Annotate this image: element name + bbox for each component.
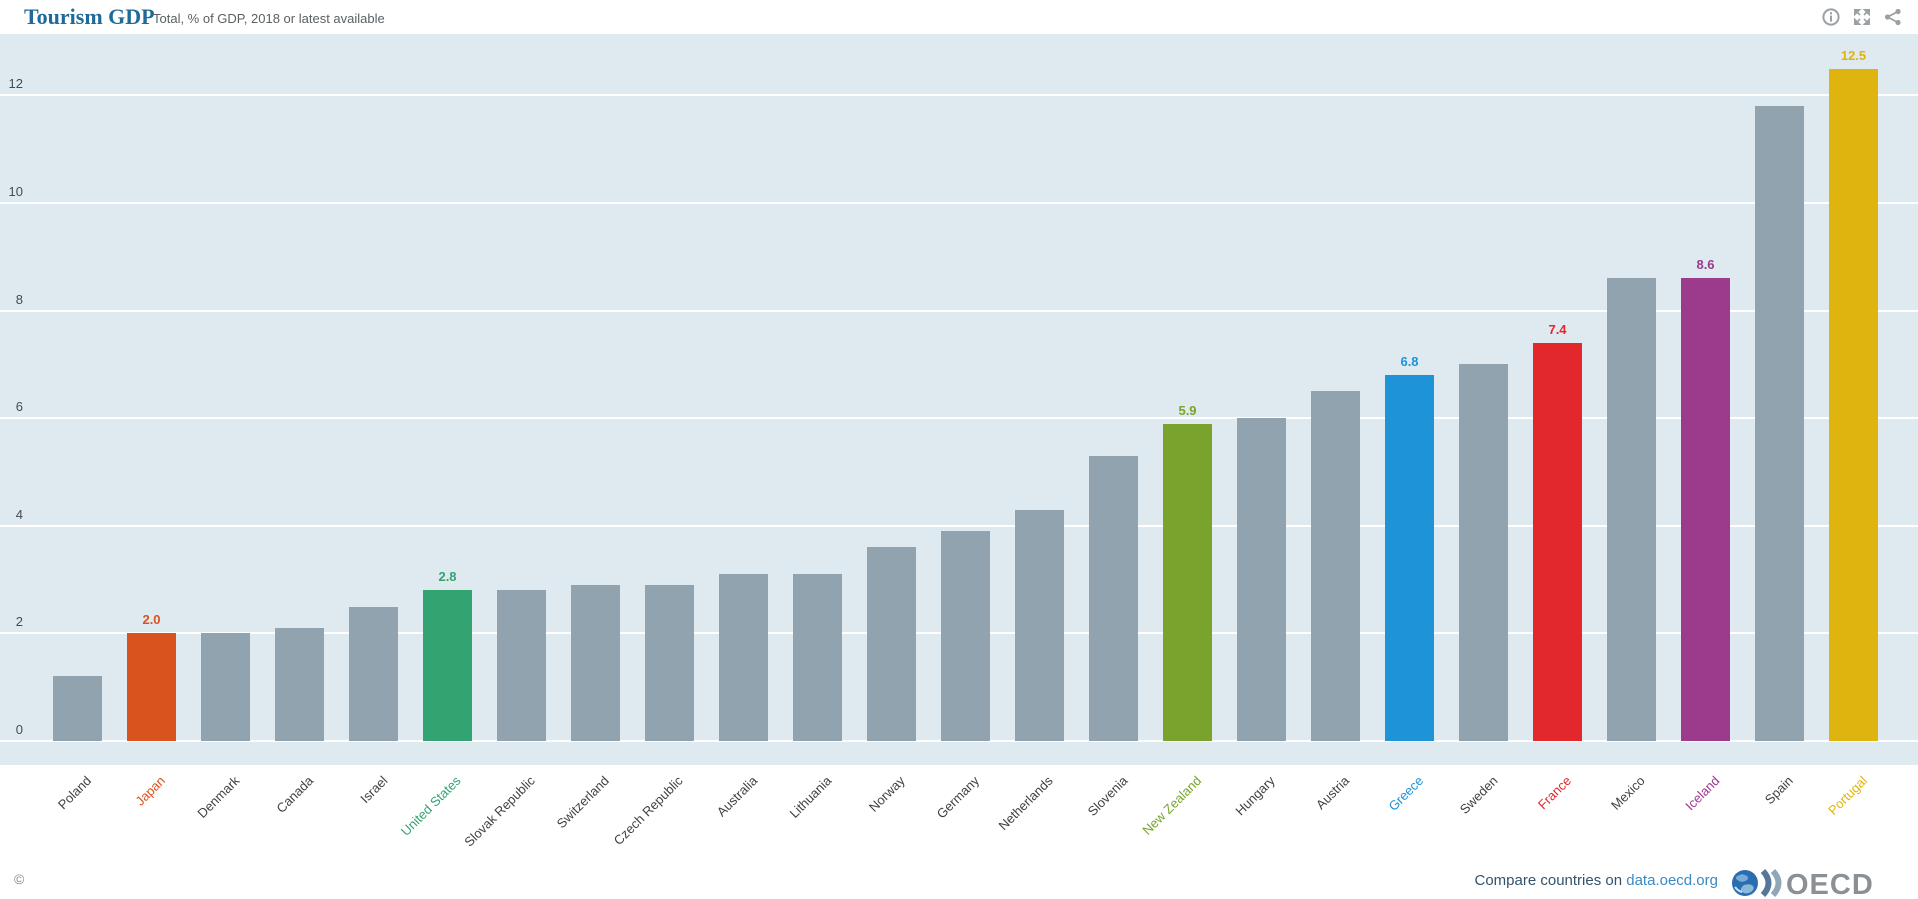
bar-united-states[interactable]: [423, 590, 472, 741]
bar-czech-republic[interactable]: [645, 584, 694, 741]
x-label-australia: Australia: [713, 773, 761, 820]
x-label-mexico: Mexico: [1608, 773, 1649, 813]
x-label-lithuania: Lithuania: [786, 773, 835, 821]
gridline-y8: [0, 309, 1918, 312]
info-icon[interactable]: [1822, 8, 1840, 26]
gridline-y4: [0, 524, 1918, 527]
bar-norway[interactable]: [867, 547, 916, 741]
data-oecd-link[interactable]: data.oecd.org: [1626, 872, 1718, 889]
bar-portugal[interactable]: [1829, 68, 1878, 741]
bar-poland[interactable]: [53, 676, 102, 741]
x-label-canada: Canada: [273, 773, 317, 816]
value-label-france: 7.4: [1548, 321, 1567, 337]
x-label-israel: Israel: [357, 773, 391, 807]
gridline-y0: [0, 740, 1918, 742]
x-axis-labels: Poland Japan Denmark Canada Israel United Sta…: [0, 765, 1918, 865]
bar-switzerland[interactable]: [571, 584, 620, 741]
value-label-iceland: 8.6: [1696, 257, 1715, 273]
bar-israel[interactable]: [349, 606, 398, 741]
x-label-slovak-republic: Slovak Republic: [461, 773, 539, 850]
bar-netherlands[interactable]: [1015, 509, 1064, 741]
share-icon[interactable]: [1884, 8, 1902, 26]
value-label-united-states: 2.8: [438, 569, 457, 585]
x-label-france: France: [1534, 773, 1575, 813]
y-tick-label: 4: [15, 506, 23, 522]
bar-greece[interactable]: [1385, 375, 1434, 741]
bar-iceland[interactable]: [1681, 278, 1730, 741]
bar-canada[interactable]: [275, 628, 324, 741]
x-label-czech-republic: Czech Republic: [611, 773, 687, 848]
x-label-hungary: Hungary: [1232, 773, 1279, 819]
x-label-denmark: Denmark: [194, 773, 243, 821]
bar-japan[interactable]: [127, 633, 176, 741]
bar-slovak-republic[interactable]: [497, 590, 546, 741]
x-label-iceland: Iceland: [1681, 773, 1723, 814]
bar-hungary[interactable]: [1237, 418, 1286, 741]
x-label-switzerland: Switzerland: [553, 773, 613, 832]
value-label-new-zealand: 5.9: [1178, 402, 1197, 418]
x-label-portugal: Portugal: [1825, 773, 1871, 818]
footer: © Compare countries on data.oecd.org OEC…: [0, 865, 1918, 899]
y-tick-label: 12: [8, 76, 23, 92]
x-label-slovenia: Slovenia: [1084, 773, 1131, 819]
x-label-norway: Norway: [866, 773, 909, 815]
x-label-new-zealand: New Zealand: [1139, 773, 1205, 838]
x-label-sweden: Sweden: [1456, 773, 1501, 817]
copyright-link[interactable]: ©: [14, 871, 25, 887]
x-label-austria: Austria: [1312, 773, 1353, 813]
y-tick-label: 10: [8, 184, 23, 199]
bar-spain[interactable]: [1755, 106, 1804, 741]
bar-austria[interactable]: [1311, 391, 1360, 741]
y-tick-label: 2: [15, 614, 23, 630]
bar-mexico[interactable]: [1607, 278, 1656, 741]
bar-germany[interactable]: [941, 531, 990, 741]
bar-lithuania[interactable]: [793, 574, 842, 741]
x-label-greece: Greece: [1385, 773, 1427, 814]
value-label-portugal: 12.5: [1840, 47, 1867, 63]
bar-slovenia[interactable]: [1089, 455, 1138, 741]
fullscreen-icon[interactable]: [1853, 8, 1871, 26]
x-label-united-states: United States: [398, 773, 465, 839]
x-label-poland: Poland: [54, 773, 95, 813]
oecd-logo[interactable]: OECD: [1730, 867, 1906, 899]
value-label-greece: 6.8: [1400, 354, 1419, 370]
plot-area: 0 2 4 6 8 10 12 2.0 2.8 5.9 6.8 7.4 8.6 12.5: [0, 34, 1918, 765]
bar-australia[interactable]: [719, 574, 768, 741]
header: Tourism GDP Total, % of GDP, 2018 or lat…: [0, 0, 1918, 34]
oecd-logo-text: OECD: [1786, 869, 1874, 899]
x-label-spain: Spain: [1761, 773, 1797, 808]
chart-subtitle: Total, % of GDP, 2018 or latest availabl…: [153, 11, 385, 26]
x-label-netherlands: Netherlands: [995, 773, 1057, 834]
compare-text: Compare countries on data.oecd.org: [1474, 872, 1719, 889]
bar-france[interactable]: [1533, 342, 1582, 741]
gridline-y10: [0, 202, 1918, 204]
bar-denmark[interactable]: [201, 633, 250, 741]
toolbar: [1822, 8, 1902, 26]
gridline-y6: [0, 417, 1918, 420]
bar-sweden[interactable]: [1459, 364, 1508, 741]
gridline-y12: [0, 94, 1918, 97]
value-label-japan: 2.0: [142, 612, 161, 628]
y-tick-label: 0: [15, 722, 23, 737]
x-label-japan: Japan: [132, 773, 169, 809]
y-tick-label: 6: [15, 399, 23, 415]
x-label-germany: Germany: [933, 773, 983, 822]
bar-new-zealand[interactable]: [1163, 423, 1212, 741]
page-title: Tourism GDP: [24, 4, 155, 29]
y-tick-label: 8: [15, 291, 23, 307]
